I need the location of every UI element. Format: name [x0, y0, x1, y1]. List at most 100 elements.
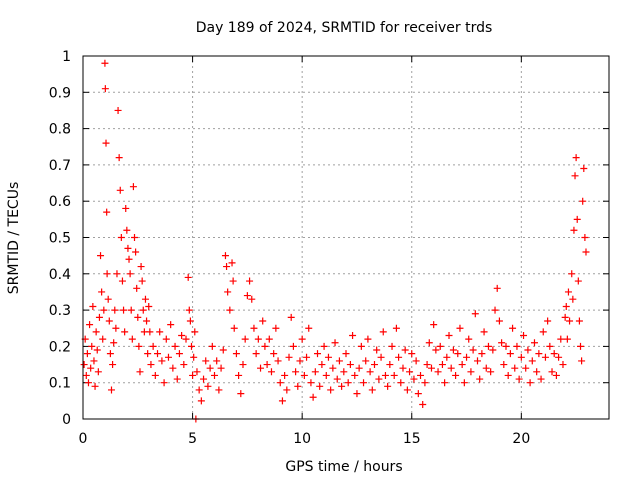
data-point: [578, 357, 586, 365]
data-point: [120, 306, 128, 314]
data-point: [563, 335, 571, 343]
data-point: [322, 371, 330, 379]
data-point: [281, 371, 289, 379]
data-point: [522, 364, 530, 372]
data-point: [552, 371, 560, 379]
data-point: [482, 364, 490, 372]
data-point: [528, 357, 536, 365]
data-point: [314, 350, 322, 358]
data-point: [555, 353, 563, 361]
data-point: [515, 375, 523, 383]
data-point: [115, 154, 123, 162]
data-point: [324, 353, 332, 361]
x-tick-label: 20: [512, 431, 530, 447]
data-point: [436, 342, 444, 350]
data-point: [390, 371, 398, 379]
data-point: [458, 361, 466, 369]
data-point: [132, 248, 140, 256]
data-point: [357, 342, 365, 350]
data-point: [195, 386, 203, 394]
data-point: [533, 368, 541, 376]
data-point: [309, 393, 317, 401]
data-point: [498, 339, 506, 347]
data-point: [577, 342, 585, 350]
data-point: [149, 342, 157, 350]
data-point: [133, 284, 141, 292]
data-point: [122, 204, 130, 212]
data-point: [471, 310, 479, 318]
data-point: [173, 375, 181, 383]
data-point: [232, 350, 240, 358]
data-point: [353, 390, 361, 398]
data-point: [412, 357, 420, 365]
data-point: [274, 357, 282, 365]
data-point: [84, 379, 92, 387]
data-point: [213, 357, 221, 365]
data-point: [327, 386, 335, 394]
data-point: [211, 371, 218, 379]
data-point: [386, 361, 394, 369]
data-point: [263, 361, 271, 369]
data-point: [384, 382, 392, 390]
data-point: [495, 317, 503, 325]
grid-lines: [83, 56, 609, 419]
data-point: [267, 368, 275, 376]
data-point: [105, 317, 113, 325]
data-point: [355, 364, 363, 372]
data-point: [460, 379, 468, 387]
y-axis-label: SRMTID / TECUs: [6, 182, 22, 295]
data-point: [187, 342, 195, 350]
data-point: [406, 368, 414, 376]
data-point: [340, 368, 348, 376]
data-point: [452, 371, 460, 379]
data-point: [569, 295, 577, 303]
data-point: [487, 368, 495, 376]
data-point: [98, 288, 106, 296]
data-point: [229, 277, 237, 285]
data-point: [261, 342, 269, 350]
data-point: [506, 350, 514, 358]
data-point: [278, 397, 286, 405]
data-point: [175, 350, 183, 358]
data-point: [90, 357, 98, 365]
data-point: [399, 364, 407, 372]
data-point: [129, 183, 137, 191]
data-point: [546, 342, 554, 350]
data-point: [270, 350, 278, 358]
data-point: [388, 342, 396, 350]
data-point: [135, 342, 143, 350]
data-point: [377, 353, 385, 361]
y-tick-label: 0.4: [49, 267, 71, 283]
data-point: [575, 317, 583, 325]
data-point: [272, 324, 280, 332]
data-point: [162, 335, 170, 343]
data-point: [197, 397, 205, 405]
data-point: [562, 302, 570, 310]
data-point: [164, 353, 172, 361]
data-point: [189, 371, 197, 379]
y-tick-label: 0: [62, 412, 71, 428]
x-tick-label: 0: [79, 431, 88, 447]
data-point: [265, 335, 273, 343]
data-point: [87, 364, 95, 372]
y-tick-label: 0.1: [49, 376, 71, 392]
data-point: [572, 154, 580, 162]
data-point: [517, 353, 525, 361]
y-tick-label: 0.2: [49, 339, 71, 355]
data-point: [467, 368, 475, 376]
data-point: [221, 252, 229, 260]
data-point: [102, 139, 110, 147]
data-point: [331, 339, 339, 347]
data-point: [454, 350, 462, 358]
y-tick-label: 0.6: [49, 194, 71, 210]
plot-frame: [82, 55, 610, 420]
data-point: [530, 339, 538, 347]
data-point: [561, 313, 569, 321]
data-point: [200, 375, 208, 383]
x-tick-label: 15: [403, 431, 421, 447]
data-point: [535, 350, 543, 358]
data-points: [80, 59, 590, 423]
data-point: [366, 368, 374, 376]
data-point: [513, 342, 521, 350]
